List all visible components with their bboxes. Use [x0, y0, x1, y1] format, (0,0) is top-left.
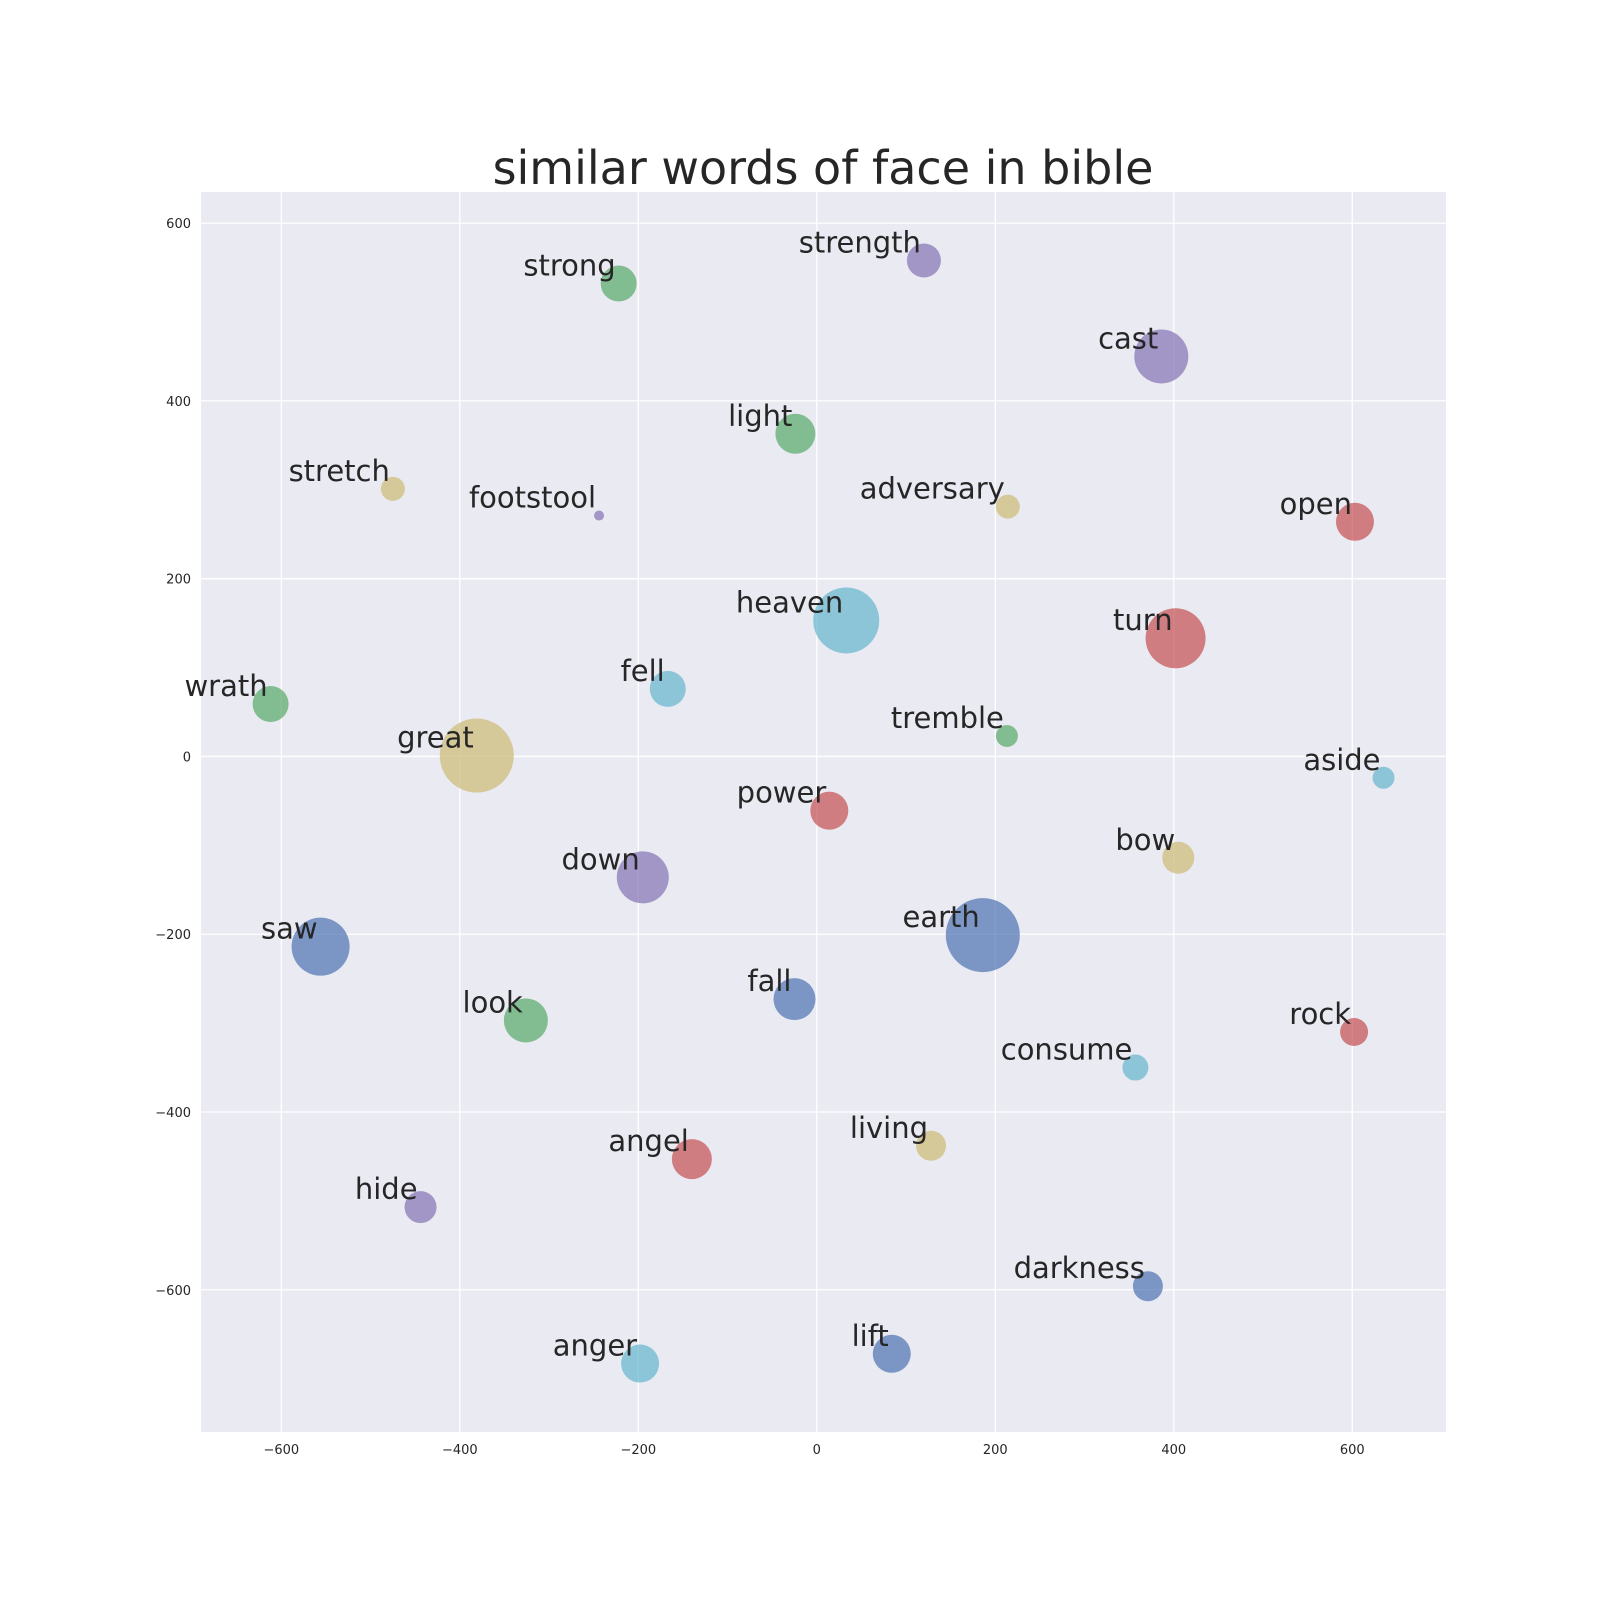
x-tick-label: 0 [813, 1443, 821, 1458]
point-label-strong: strong [523, 249, 615, 283]
point-tremble [995, 725, 1018, 747]
x-tick-label: −400 [442, 1443, 478, 1458]
point-label-angel: angel [608, 1124, 688, 1158]
point-label-earth: earth [903, 900, 980, 934]
point-label-down: down [562, 842, 640, 876]
x-axis-ticks: −600 −400 −200 0 200 400 600 [263, 1443, 1364, 1458]
point-saw [291, 917, 350, 976]
point-look [503, 998, 548, 1043]
point-labels: strength strong cast light stretch footstool a… [184, 225, 1380, 1362]
point-label-turn: turn [1113, 603, 1173, 637]
point-label-consume: consume [1001, 1033, 1133, 1067]
point-angel [671, 1139, 712, 1180]
point-label-aside: aside [1303, 743, 1380, 777]
point-label-tremble: tremble [891, 701, 1004, 735]
point-heaven [813, 587, 880, 654]
x-tick-label: 600 [1340, 1443, 1365, 1458]
point-adversary [995, 494, 1020, 519]
y-tick-label: −600 [155, 1284, 191, 1299]
point-label-look: look [463, 985, 524, 1019]
point-label-footstool: footstool [469, 481, 596, 515]
x-tick-label: 200 [983, 1443, 1008, 1458]
y-tick-label: 400 [166, 395, 191, 410]
point-label-great: great [397, 721, 474, 755]
point-label-cast: cast [1098, 321, 1158, 355]
y-tick-label: −200 [155, 928, 191, 943]
point-rock [1340, 1018, 1369, 1046]
point-light [775, 413, 816, 454]
point-earth [945, 898, 1020, 973]
point-power [810, 791, 849, 830]
point-down [616, 851, 669, 904]
point-label-power: power [737, 776, 827, 810]
point-label-light: light [728, 399, 792, 433]
point-label-living: living [850, 1111, 928, 1145]
point-bow [1162, 841, 1195, 874]
point-lift [872, 1334, 911, 1373]
point-label-hide: hide [355, 1172, 418, 1206]
x-tick-label: −600 [263, 1443, 299, 1458]
y-axis-ticks: 600 400 200 0 −200 −400 −600 [155, 217, 191, 1299]
point-stretch [380, 476, 405, 501]
point-aside [1372, 766, 1395, 789]
point-footstool [594, 510, 605, 521]
point-anger [621, 1344, 660, 1383]
point-strength [906, 243, 941, 278]
point-label-fall: fall [747, 964, 791, 998]
point-label-saw: saw [261, 912, 318, 946]
point-label-rock: rock [1289, 997, 1351, 1031]
y-tick-label: 600 [166, 217, 191, 232]
point-label-lift: lift [852, 1319, 889, 1353]
x-tick-label: 400 [1161, 1443, 1186, 1458]
y-tick-label: 200 [166, 573, 191, 588]
grid-lines [201, 192, 1446, 1432]
point-fell [649, 670, 686, 707]
point-label-fell: fell [621, 654, 665, 688]
point-hide [404, 1191, 437, 1224]
chart-title: similar words of face in bible [493, 141, 1154, 195]
point-darkness [1132, 1271, 1163, 1302]
point-label-open: open [1280, 487, 1352, 521]
point-label-darkness: darkness [1014, 1251, 1145, 1285]
point-label-adversary: adversary [860, 472, 1005, 506]
data-points [252, 243, 1395, 1383]
point-label-heaven: heaven [736, 585, 843, 619]
point-label-wrath: wrath [184, 669, 267, 703]
point-turn [1145, 608, 1206, 669]
point-consume [1122, 1054, 1149, 1081]
point-label-stretch: stretch [289, 454, 390, 488]
point-cast [1134, 329, 1189, 384]
point-label-strength: strength [799, 225, 921, 259]
point-strong [600, 265, 637, 302]
point-label-bow: bow [1115, 823, 1175, 857]
point-living [916, 1130, 947, 1161]
y-tick-label: −400 [155, 1106, 191, 1121]
y-tick-label: 0 [183, 750, 191, 765]
point-fall [773, 978, 816, 1021]
point-great [439, 718, 514, 793]
x-tick-label: −200 [620, 1443, 656, 1458]
point-open [1335, 502, 1374, 541]
point-wrath [252, 686, 289, 722]
point-label-anger: anger [553, 1329, 637, 1363]
